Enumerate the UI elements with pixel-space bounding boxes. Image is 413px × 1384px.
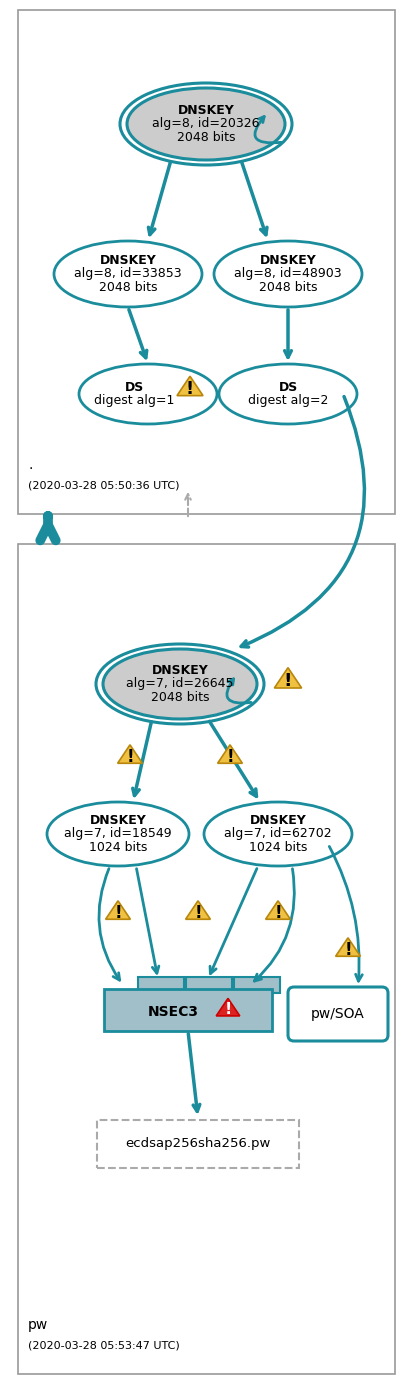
Text: 2048 bits: 2048 bits <box>99 281 157 295</box>
Text: alg=8, id=48903: alg=8, id=48903 <box>234 267 342 281</box>
Text: pw: pw <box>28 1318 48 1331</box>
Text: pw/SOA: pw/SOA <box>311 1008 365 1021</box>
Text: alg=7, id=26645: alg=7, id=26645 <box>126 678 234 691</box>
Ellipse shape <box>127 89 285 161</box>
Text: DNSKEY: DNSKEY <box>90 814 146 826</box>
Text: DNSKEY: DNSKEY <box>260 253 316 267</box>
Text: alg=7, id=18549: alg=7, id=18549 <box>64 828 172 840</box>
Text: alg=7, id=62702: alg=7, id=62702 <box>224 828 332 840</box>
FancyBboxPatch shape <box>104 990 272 1031</box>
Text: !: ! <box>126 747 134 765</box>
Text: (2020-03-28 05:53:47 UTC): (2020-03-28 05:53:47 UTC) <box>28 1340 180 1349</box>
Ellipse shape <box>79 364 217 424</box>
Text: !: ! <box>186 379 194 397</box>
Text: DS: DS <box>124 381 144 393</box>
Text: ecdsap256sha256.pw: ecdsap256sha256.pw <box>125 1138 271 1150</box>
Ellipse shape <box>219 364 357 424</box>
Text: 1024 bits: 1024 bits <box>89 841 147 854</box>
Text: !: ! <box>344 941 352 959</box>
Polygon shape <box>336 938 361 956</box>
Text: 1024 bits: 1024 bits <box>249 841 307 854</box>
Polygon shape <box>274 667 301 688</box>
Text: DS: DS <box>278 381 298 393</box>
Polygon shape <box>218 745 242 764</box>
Text: DNSKEY: DNSKEY <box>178 104 234 116</box>
FancyBboxPatch shape <box>186 977 232 992</box>
Text: DNSKEY: DNSKEY <box>152 663 209 677</box>
Text: digest alg=2: digest alg=2 <box>248 394 328 407</box>
Ellipse shape <box>54 241 202 307</box>
Text: .: . <box>28 458 32 472</box>
Text: digest alg=1: digest alg=1 <box>94 394 174 407</box>
Text: 2048 bits: 2048 bits <box>259 281 317 295</box>
Text: (2020-03-28 05:50:36 UTC): (2020-03-28 05:50:36 UTC) <box>28 480 180 490</box>
Polygon shape <box>185 901 210 919</box>
Text: !: ! <box>224 1002 232 1017</box>
Text: !: ! <box>284 671 292 689</box>
FancyBboxPatch shape <box>234 977 280 992</box>
Ellipse shape <box>204 801 352 866</box>
Polygon shape <box>216 998 240 1016</box>
Ellipse shape <box>214 241 362 307</box>
FancyBboxPatch shape <box>288 987 388 1041</box>
Text: !: ! <box>274 904 282 922</box>
Ellipse shape <box>103 649 257 720</box>
Polygon shape <box>266 901 290 919</box>
FancyBboxPatch shape <box>97 1120 299 1168</box>
Text: 2048 bits: 2048 bits <box>151 692 209 704</box>
Text: DNSKEY: DNSKEY <box>100 253 157 267</box>
Polygon shape <box>177 376 203 396</box>
FancyBboxPatch shape <box>138 977 184 992</box>
Text: 2048 bits: 2048 bits <box>177 131 235 144</box>
Text: !: ! <box>114 904 122 922</box>
Text: NSEC3: NSEC3 <box>147 1005 199 1019</box>
Text: !: ! <box>226 747 234 765</box>
Ellipse shape <box>47 801 189 866</box>
Polygon shape <box>118 745 142 764</box>
Text: !: ! <box>194 904 202 922</box>
FancyBboxPatch shape <box>18 544 395 1374</box>
Text: DNSKEY: DNSKEY <box>249 814 306 826</box>
Polygon shape <box>106 901 131 919</box>
FancyBboxPatch shape <box>18 10 395 513</box>
Text: alg=8, id=33853: alg=8, id=33853 <box>74 267 182 281</box>
Text: alg=8, id=20326: alg=8, id=20326 <box>152 118 260 130</box>
